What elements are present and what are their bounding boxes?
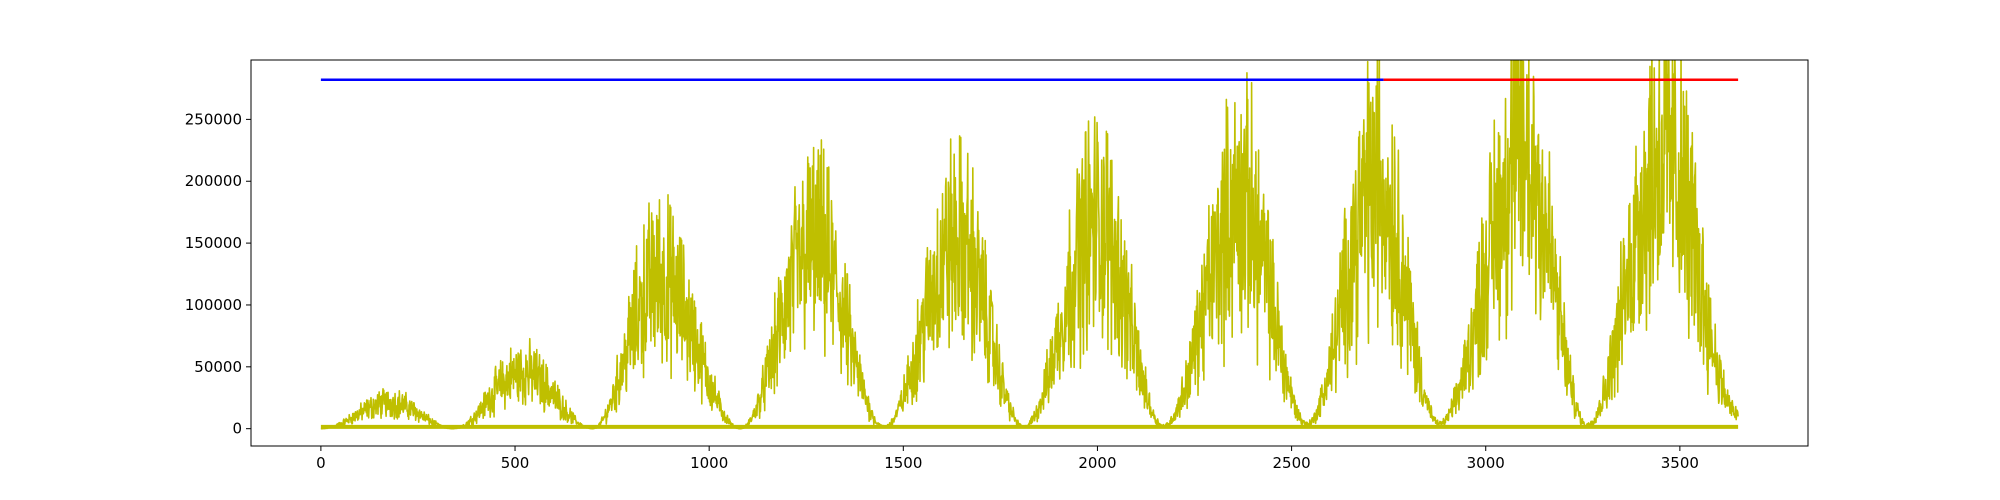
x-tick-label: 2500 xyxy=(1272,454,1310,472)
y-tick-label: 50000 xyxy=(194,358,242,376)
y-tick-label: 200000 xyxy=(185,172,242,190)
x-tick-label: 1500 xyxy=(884,454,922,472)
x-tick-label: 3500 xyxy=(1661,454,1699,472)
x-tick-label: 2000 xyxy=(1078,454,1116,472)
x-tick-label: 1000 xyxy=(690,454,728,472)
series-line-1 xyxy=(320,60,1739,430)
y-tick-label: 150000 xyxy=(185,234,242,252)
y-tick-label: 250000 xyxy=(185,110,242,128)
plot-frame xyxy=(250,59,1809,447)
y-tick-label: 0 xyxy=(232,420,242,438)
x-axis: 0 500 1000 1500 2000 2500 3000 3500 xyxy=(316,446,1699,472)
x-tick-label: 0 xyxy=(316,454,326,472)
chart-marks xyxy=(320,60,1739,430)
y-axis: 0 50000 100000 150000 200000 250000 xyxy=(185,110,251,438)
x-tick-label: 3000 xyxy=(1467,454,1505,472)
x-tick-label: 500 xyxy=(501,454,530,472)
y-tick-label: 100000 xyxy=(185,296,242,314)
